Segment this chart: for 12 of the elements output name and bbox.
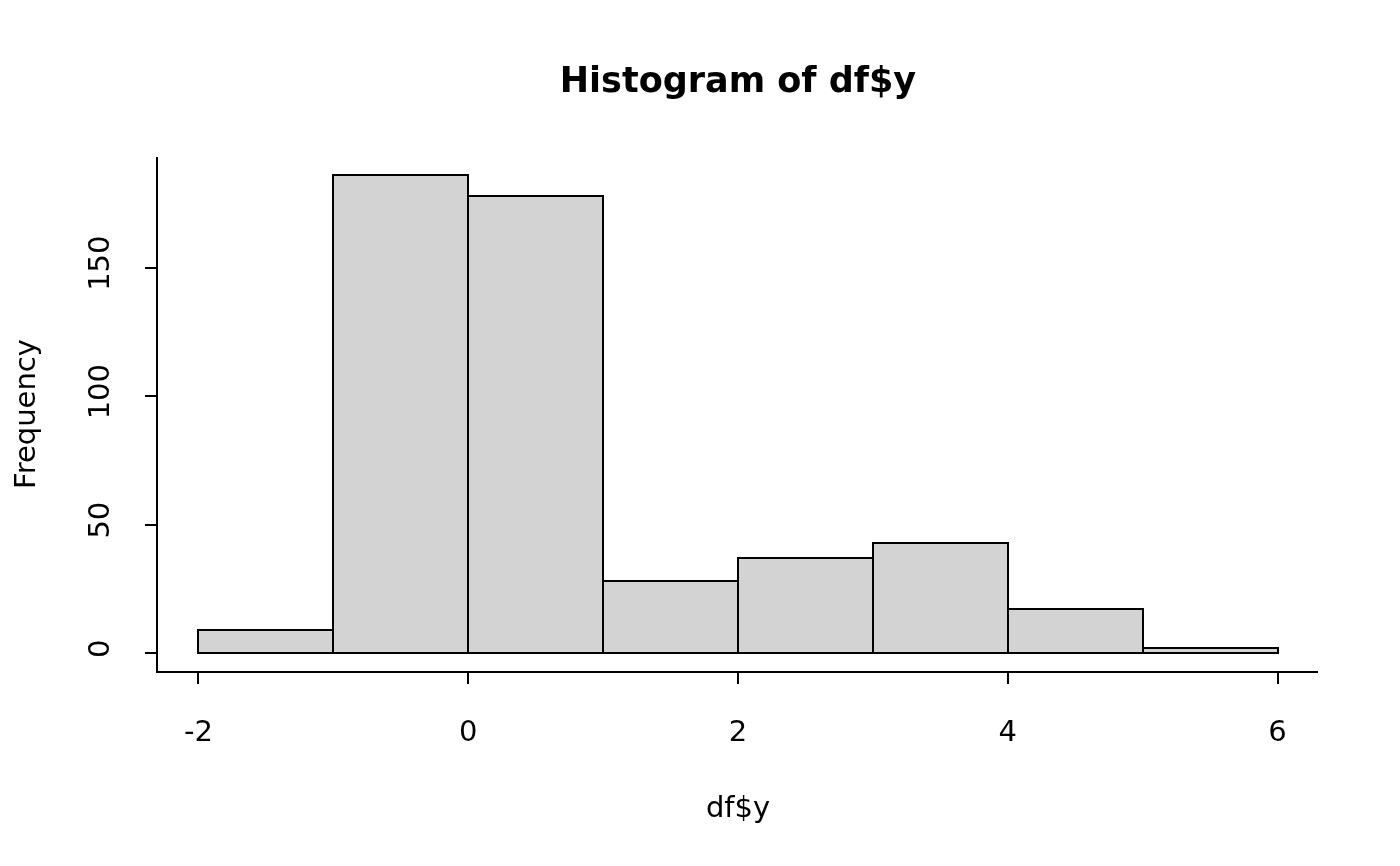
x-tick-label: 6 xyxy=(1268,713,1287,748)
y-tick-label: 150 xyxy=(82,235,117,291)
x-tick-label: -2 xyxy=(184,713,213,748)
chart-title: Histogram of df$y xyxy=(559,60,917,101)
y-tick-label: 100 xyxy=(82,363,117,420)
x-tick-label: 2 xyxy=(728,713,748,748)
x-tick-label: 4 xyxy=(998,713,1017,748)
y-tick-label: 50 xyxy=(82,501,117,539)
x-tick-label: 0 xyxy=(459,713,478,748)
y-tick-label: 0 xyxy=(82,639,117,658)
y-axis-title: Frequency xyxy=(8,339,43,489)
x-axis-title: df$y xyxy=(705,790,771,825)
